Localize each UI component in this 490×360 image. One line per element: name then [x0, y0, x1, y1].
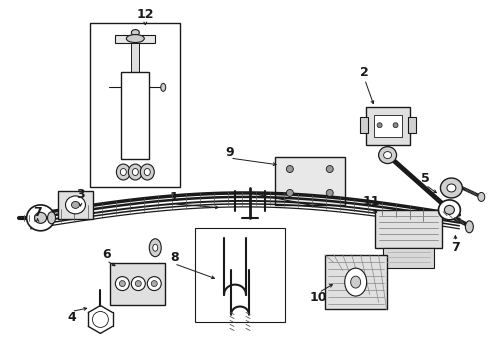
Ellipse shape [286, 166, 294, 172]
Ellipse shape [161, 84, 166, 91]
Ellipse shape [135, 280, 141, 287]
Ellipse shape [393, 123, 398, 128]
Bar [122, 72, 149, 159]
Bar [408, 117, 416, 133]
Ellipse shape [377, 123, 382, 128]
Text: 8: 8 [170, 251, 178, 264]
Ellipse shape [128, 164, 142, 180]
Text: 12: 12 [137, 8, 154, 21]
Ellipse shape [132, 168, 138, 176]
Ellipse shape [151, 280, 157, 287]
Text: 6: 6 [102, 248, 111, 261]
Ellipse shape [439, 200, 461, 220]
Ellipse shape [351, 276, 361, 288]
Ellipse shape [345, 268, 367, 296]
Text: 2: 2 [360, 66, 369, 79]
Text: 11: 11 [363, 195, 380, 208]
Ellipse shape [131, 276, 145, 291]
Ellipse shape [384, 152, 392, 159]
Ellipse shape [147, 276, 161, 291]
Text: 7: 7 [451, 241, 460, 254]
Bar [115, 35, 155, 42]
Ellipse shape [48, 212, 55, 224]
Bar [110, 263, 165, 305]
Bar [374, 115, 401, 137]
Ellipse shape [72, 201, 79, 208]
Ellipse shape [441, 178, 463, 198]
Bar [366, 107, 410, 145]
Ellipse shape [144, 168, 150, 176]
Ellipse shape [131, 30, 139, 36]
Ellipse shape [93, 311, 108, 328]
Bar [131, 42, 139, 72]
Ellipse shape [447, 184, 456, 192]
Text: 4: 4 [67, 311, 76, 324]
Ellipse shape [126, 35, 144, 42]
Ellipse shape [115, 276, 129, 291]
Ellipse shape [116, 164, 130, 180]
Bar [57, 191, 94, 219]
Ellipse shape [140, 164, 154, 180]
Bar [325, 255, 387, 310]
Ellipse shape [326, 189, 333, 197]
Text: 7: 7 [33, 206, 42, 219]
Ellipse shape [149, 239, 161, 257]
Ellipse shape [153, 244, 158, 251]
Ellipse shape [26, 205, 54, 231]
Ellipse shape [478, 193, 485, 201]
Ellipse shape [379, 147, 396, 163]
Ellipse shape [466, 221, 473, 233]
Text: 3: 3 [76, 188, 85, 202]
Bar [275, 157, 345, 205]
Bar [195, 228, 285, 323]
Text: 10: 10 [310, 291, 327, 304]
Text: 1: 1 [170, 192, 178, 204]
Bar [91, 23, 180, 187]
Text: 5: 5 [421, 171, 430, 185]
Bar [383, 248, 435, 268]
Ellipse shape [121, 168, 126, 176]
Ellipse shape [444, 206, 454, 214]
Ellipse shape [286, 189, 294, 197]
Bar [360, 117, 368, 133]
Ellipse shape [120, 280, 125, 287]
Text: 9: 9 [226, 145, 234, 159]
Ellipse shape [66, 196, 85, 214]
Ellipse shape [35, 212, 47, 223]
Ellipse shape [326, 166, 333, 172]
Bar [375, 210, 442, 248]
